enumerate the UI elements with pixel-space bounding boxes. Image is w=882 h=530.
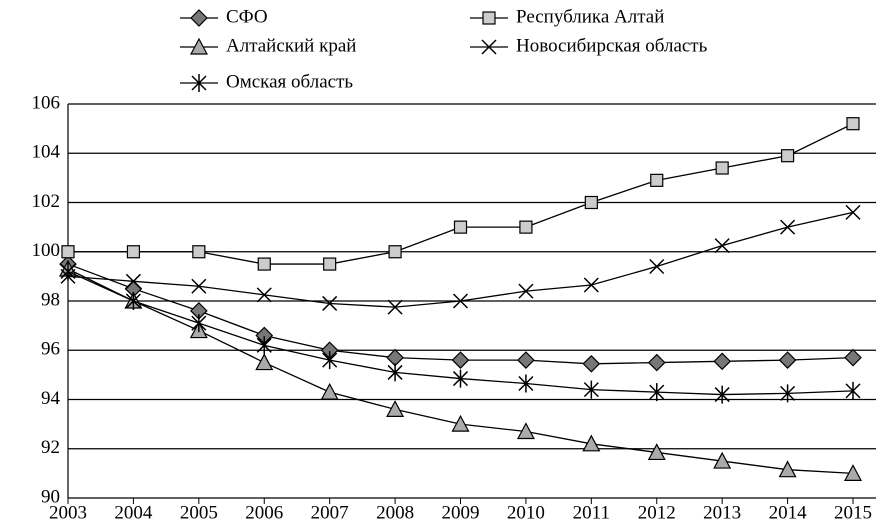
point (778, 351, 797, 369)
point (451, 351, 470, 369)
point (320, 382, 339, 400)
point (386, 400, 405, 417)
point (583, 277, 599, 293)
y-tick-label: 96 (41, 339, 60, 360)
legend-label: Алтайский край (226, 35, 356, 56)
point (780, 219, 796, 235)
point (647, 443, 666, 461)
point (845, 204, 861, 220)
point (714, 238, 730, 254)
point (649, 383, 665, 402)
x-tick-label: 2004 (114, 502, 153, 523)
point (125, 273, 141, 289)
point (126, 245, 141, 259)
point (778, 460, 797, 478)
point (256, 336, 272, 355)
point (61, 245, 75, 259)
y-tick-label: 94 (41, 388, 61, 409)
point (582, 434, 601, 452)
point (125, 292, 141, 310)
point (518, 283, 534, 299)
legend-label: Омская область (226, 71, 353, 92)
point (191, 314, 207, 333)
x-tick-label: 2013 (703, 502, 741, 523)
x-tick-label: 2006 (245, 502, 283, 523)
x-tick-label: 2011 (573, 502, 610, 523)
point (649, 258, 665, 275)
point (257, 257, 271, 271)
point (846, 117, 860, 131)
point (451, 414, 470, 432)
point (388, 245, 402, 259)
y-tick-label: 90 (41, 486, 60, 507)
point (387, 299, 403, 315)
point (583, 380, 599, 399)
point (255, 353, 274, 371)
point (715, 161, 729, 175)
x-tick-label: 2010 (507, 502, 545, 523)
point (650, 173, 664, 187)
x-tick-label: 2008 (376, 502, 414, 523)
point (519, 220, 533, 234)
point (713, 352, 732, 371)
point (647, 353, 666, 372)
point (780, 384, 796, 403)
point (584, 195, 598, 210)
legend-marker (481, 39, 497, 55)
point (452, 369, 469, 388)
series-line (67, 263, 854, 365)
point (844, 464, 862, 481)
y-tick-label: 98 (41, 289, 60, 310)
legend-label: СФО (226, 6, 268, 27)
point (845, 381, 861, 400)
point (582, 354, 601, 373)
point (516, 422, 535, 440)
y-tick-label: 102 (32, 191, 61, 212)
point (256, 287, 272, 303)
point (844, 348, 862, 367)
point (517, 351, 535, 369)
point (322, 295, 338, 311)
x-tick-label: 2009 (442, 502, 480, 523)
x-tick-label: 2005 (180, 502, 218, 523)
y-tick-label: 106 (32, 92, 61, 113)
point (518, 374, 534, 393)
point (714, 385, 730, 404)
x-tick-label: 2015 (834, 502, 872, 523)
y-tick-label: 104 (32, 142, 61, 163)
x-tick-label: 2003 (49, 502, 87, 523)
y-tick-label: 100 (32, 240, 61, 261)
point (60, 262, 76, 281)
legend-marker (482, 11, 496, 25)
point (453, 220, 468, 234)
point (191, 278, 207, 294)
legend-label: Новосибирская область (516, 35, 708, 56)
point (322, 351, 338, 370)
point (386, 348, 404, 367)
x-tick-label: 2014 (769, 502, 808, 523)
point (387, 363, 403, 382)
legend-label: Республика Алтай (516, 6, 664, 27)
y-tick-label: 92 (41, 437, 60, 458)
point (192, 245, 206, 259)
x-tick-label: 2007 (311, 502, 349, 523)
point (323, 257, 337, 271)
legend-marker (190, 37, 208, 55)
point (452, 293, 469, 309)
point (713, 451, 732, 469)
legend-marker (190, 9, 208, 27)
legend-marker (191, 74, 207, 92)
point (780, 149, 795, 163)
x-tick-label: 2012 (638, 502, 676, 523)
series-line (68, 123, 854, 265)
